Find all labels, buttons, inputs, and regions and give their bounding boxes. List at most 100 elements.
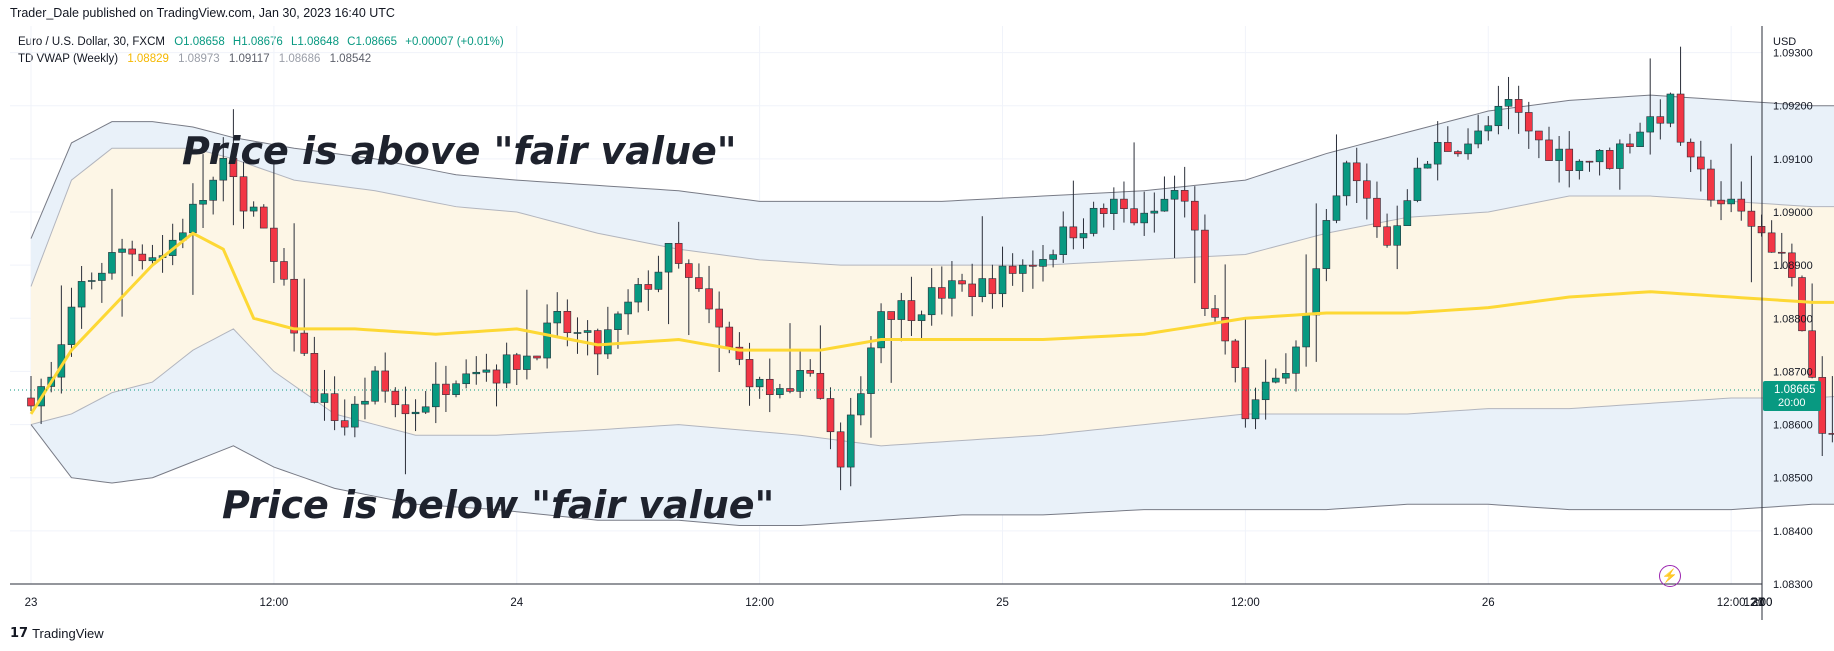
candle-body: [917, 314, 926, 321]
candle-body: [492, 369, 501, 384]
candle-body: [1191, 200, 1199, 231]
candle-body: [27, 397, 35, 407]
candle-body: [1585, 160, 1594, 163]
time-axis[interactable]: 23 12:00 24 12:00 25 12:00 26 12:00 2712:003012:…: [25, 597, 1773, 609]
time-tick-label: 12:00: [1231, 597, 1260, 609]
candle-body: [1352, 162, 1361, 182]
price-tag-countdown: 20:00: [1778, 397, 1806, 409]
time-tick-label: 12:00: [1744, 597, 1773, 609]
candle-body: [695, 277, 703, 290]
candle-body: [1494, 105, 1503, 127]
candle-body: [1383, 226, 1391, 246]
candle-body: [887, 311, 896, 320]
time-tick-label: 24: [510, 597, 523, 609]
lightning-icon[interactable]: ⚡: [1659, 565, 1681, 587]
candle-body: [1464, 143, 1472, 155]
candle-body: [1413, 167, 1422, 201]
candle-body: [87, 280, 96, 282]
candle-body: [563, 311, 572, 334]
band-lower-1: [30, 328, 1834, 447]
candle-body: [401, 404, 410, 415]
price-chart[interactable]: 1.09300 1.09200 1.09100 1.09000 1.08900 1.088…: [0, 0, 1834, 620]
tradingview-logo-icon: 17: [10, 626, 29, 641]
candle-body: [1524, 112, 1533, 132]
candle-body: [1788, 252, 1796, 278]
candle-body: [533, 355, 541, 359]
candle-body: [1484, 125, 1493, 132]
price-tick-label: 1.08400: [1773, 526, 1813, 538]
band-upper-2: [30, 94, 1834, 239]
candle-body: [624, 301, 632, 315]
candle-body: [1595, 150, 1604, 163]
symbol-legend-row[interactable]: Euro / U.S. Dollar, 30, FXCM O1.08658 H1…: [18, 34, 509, 51]
symbol-name: Euro / U.S. Dollar, 30, FXCM: [18, 36, 165, 48]
candle-body: [654, 271, 663, 290]
candle-body: [1079, 233, 1088, 239]
candle-body: [1211, 308, 1219, 318]
candle-body: [1342, 162, 1351, 197]
candle-body: [573, 332, 582, 334]
candle-body: [1170, 190, 1179, 200]
candle-body: [310, 353, 319, 403]
candle-body: [1302, 314, 1310, 348]
candle-body: [1697, 156, 1705, 170]
brand-name: TradingView: [32, 626, 104, 641]
price-axis[interactable]: 1.09300 1.09200 1.09100 1.09000 1.08900 1.088…: [1773, 48, 1813, 591]
band-value-4: 1.08542: [329, 53, 372, 65]
candle-body: [239, 176, 248, 212]
candle-body: [452, 383, 460, 395]
candle-body: [1008, 265, 1017, 274]
time-tick-label: 25: [996, 597, 1009, 609]
candle-body: [1605, 150, 1614, 169]
candle-body: [958, 280, 966, 285]
candle-body: [1241, 367, 1250, 420]
candle-body: [411, 411, 420, 415]
candle-body: [1535, 130, 1543, 141]
candle-body: [968, 283, 976, 297]
candle-body: [1312, 268, 1321, 316]
vwap-line: [29, 231, 1834, 415]
candle-body: [330, 393, 339, 421]
band-value-3: 1.08686: [278, 53, 321, 65]
candle-body: [1130, 208, 1138, 224]
candle-body: [209, 179, 217, 201]
price-tick-label: 1.08500: [1773, 473, 1813, 485]
band-upper-1: [30, 147, 1834, 287]
candle-body: [1808, 330, 1816, 378]
candle-body: [1423, 163, 1432, 169]
candle-body: [948, 280, 956, 299]
candle-body: [1444, 142, 1452, 152]
footer-brand[interactable]: 17 TradingView: [10, 626, 104, 641]
candle-body: [998, 265, 1007, 295]
candle-body: [867, 347, 875, 394]
band-lower-2: [30, 424, 1834, 527]
candle-body: [351, 403, 359, 428]
candle-body: [1403, 200, 1412, 227]
currency-label: USD: [1773, 36, 1796, 48]
candle-body: [1767, 232, 1776, 253]
chart-legend: Euro / U.S. Dollar, 30, FXCM O1.08658 H1…: [18, 34, 509, 68]
candle-body: [1110, 198, 1118, 214]
candle-body: [108, 252, 116, 274]
candle-body: [1201, 229, 1209, 309]
price-tick-label: 1.09000: [1773, 207, 1813, 219]
candle-body: [391, 390, 400, 406]
candle-body: [604, 329, 612, 355]
candle-body: [442, 383, 450, 395]
candle-body: [674, 243, 683, 264]
candle-body: [1221, 316, 1229, 342]
time-tick-label: 12:00: [1717, 597, 1746, 609]
candle-body: [1626, 143, 1634, 147]
outer-band-fill: [31, 328, 1834, 526]
candle-body: [259, 206, 268, 229]
candle-body: [725, 326, 734, 348]
candle-body: [1160, 198, 1169, 212]
candle-body: [705, 288, 713, 310]
candle-body: [320, 393, 329, 403]
price-tick-label: 1.09300: [1773, 48, 1813, 60]
indicator-legend-row[interactable]: TD VWAP (Weekly) 1.08829 1.08973 1.09117…: [18, 51, 509, 68]
candle-body: [1454, 151, 1462, 155]
outer-band-fill: [31, 95, 1834, 287]
candle-body: [280, 261, 288, 280]
candle-body: [67, 306, 76, 345]
